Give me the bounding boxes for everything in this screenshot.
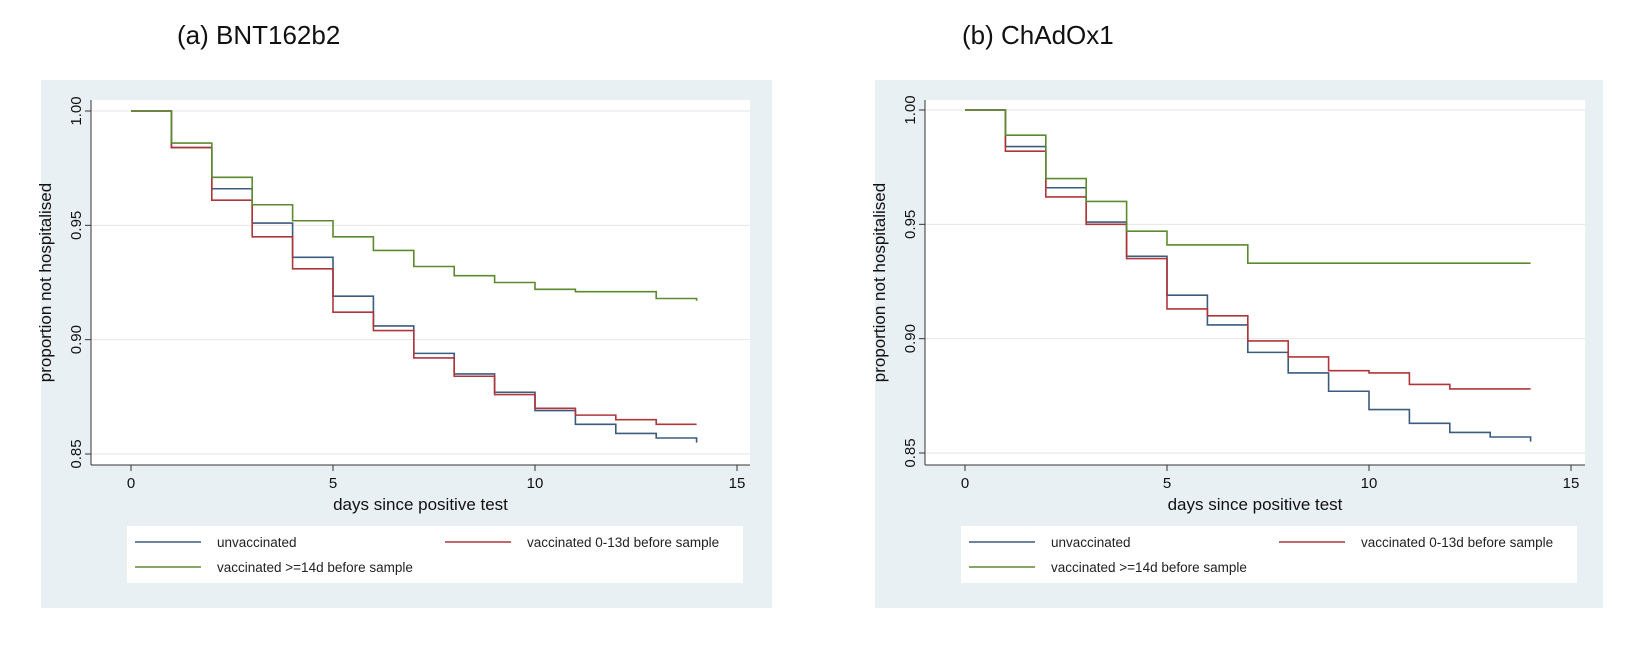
legend-label-1-2: vaccinated >=14d before sample [1051,560,1247,575]
x-axis-label-1: days since positive test [1168,495,1343,514]
y-tick-label-1-1: 0.90 [902,324,919,353]
x-tick-label-0-2: 10 [527,475,544,492]
series-line-0-2 [131,110,698,301]
legend-label-0-2: vaccinated >=14d before sample [217,560,413,575]
x-axis-label-0: days since positive test [333,495,508,514]
x-tick-label-1-2: 10 [1361,475,1378,492]
plot-area-1 [925,100,1585,465]
x-tick-label-0-0: 0 [127,475,135,492]
y-axis-label-0: proportion not hospitalised [36,183,55,382]
legend-label-1-0: unvaccinated [1051,535,1131,550]
x-tick-label-1-1: 5 [1163,475,1171,492]
legend-box-1 [961,526,1577,583]
plot-area-0 [91,100,750,465]
chart-title-b: (b) ChAdOx1 [962,20,1114,50]
y-tick-label-1-0: 0.85 [902,438,919,467]
series-line-1-1 [965,109,1531,390]
y-tick-label-0-2: 0.95 [68,211,85,240]
chart-title-a: (a) BNT162b2 [177,20,341,50]
legend-label-1-1: vaccinated 0-13d before sample [1361,535,1553,550]
y-tick-label-1-2: 0.95 [902,210,919,239]
legend-label-0-1: vaccinated 0-13d before sample [527,535,719,550]
series-line-1-0 [965,109,1532,442]
y-tick-label-0-0: 0.85 [68,439,85,468]
x-tick-label-1-3: 15 [1563,475,1580,492]
x-tick-label-1-0: 0 [961,475,969,492]
y-tick-label-1-3: 1.00 [902,95,919,124]
x-tick-label-0-3: 15 [729,475,746,492]
legend-label-0-0: unvaccinated [217,535,297,550]
x-tick-label-0-1: 5 [329,475,337,492]
legend-box-0 [127,526,743,583]
series-line-1-2 [965,109,1531,265]
y-axis-label-1: proportion not hospitalised [870,183,889,382]
y-tick-label-0-1: 0.90 [68,325,85,354]
series-line-0-1 [131,110,697,426]
y-tick-label-0-3: 1.00 [68,96,85,125]
